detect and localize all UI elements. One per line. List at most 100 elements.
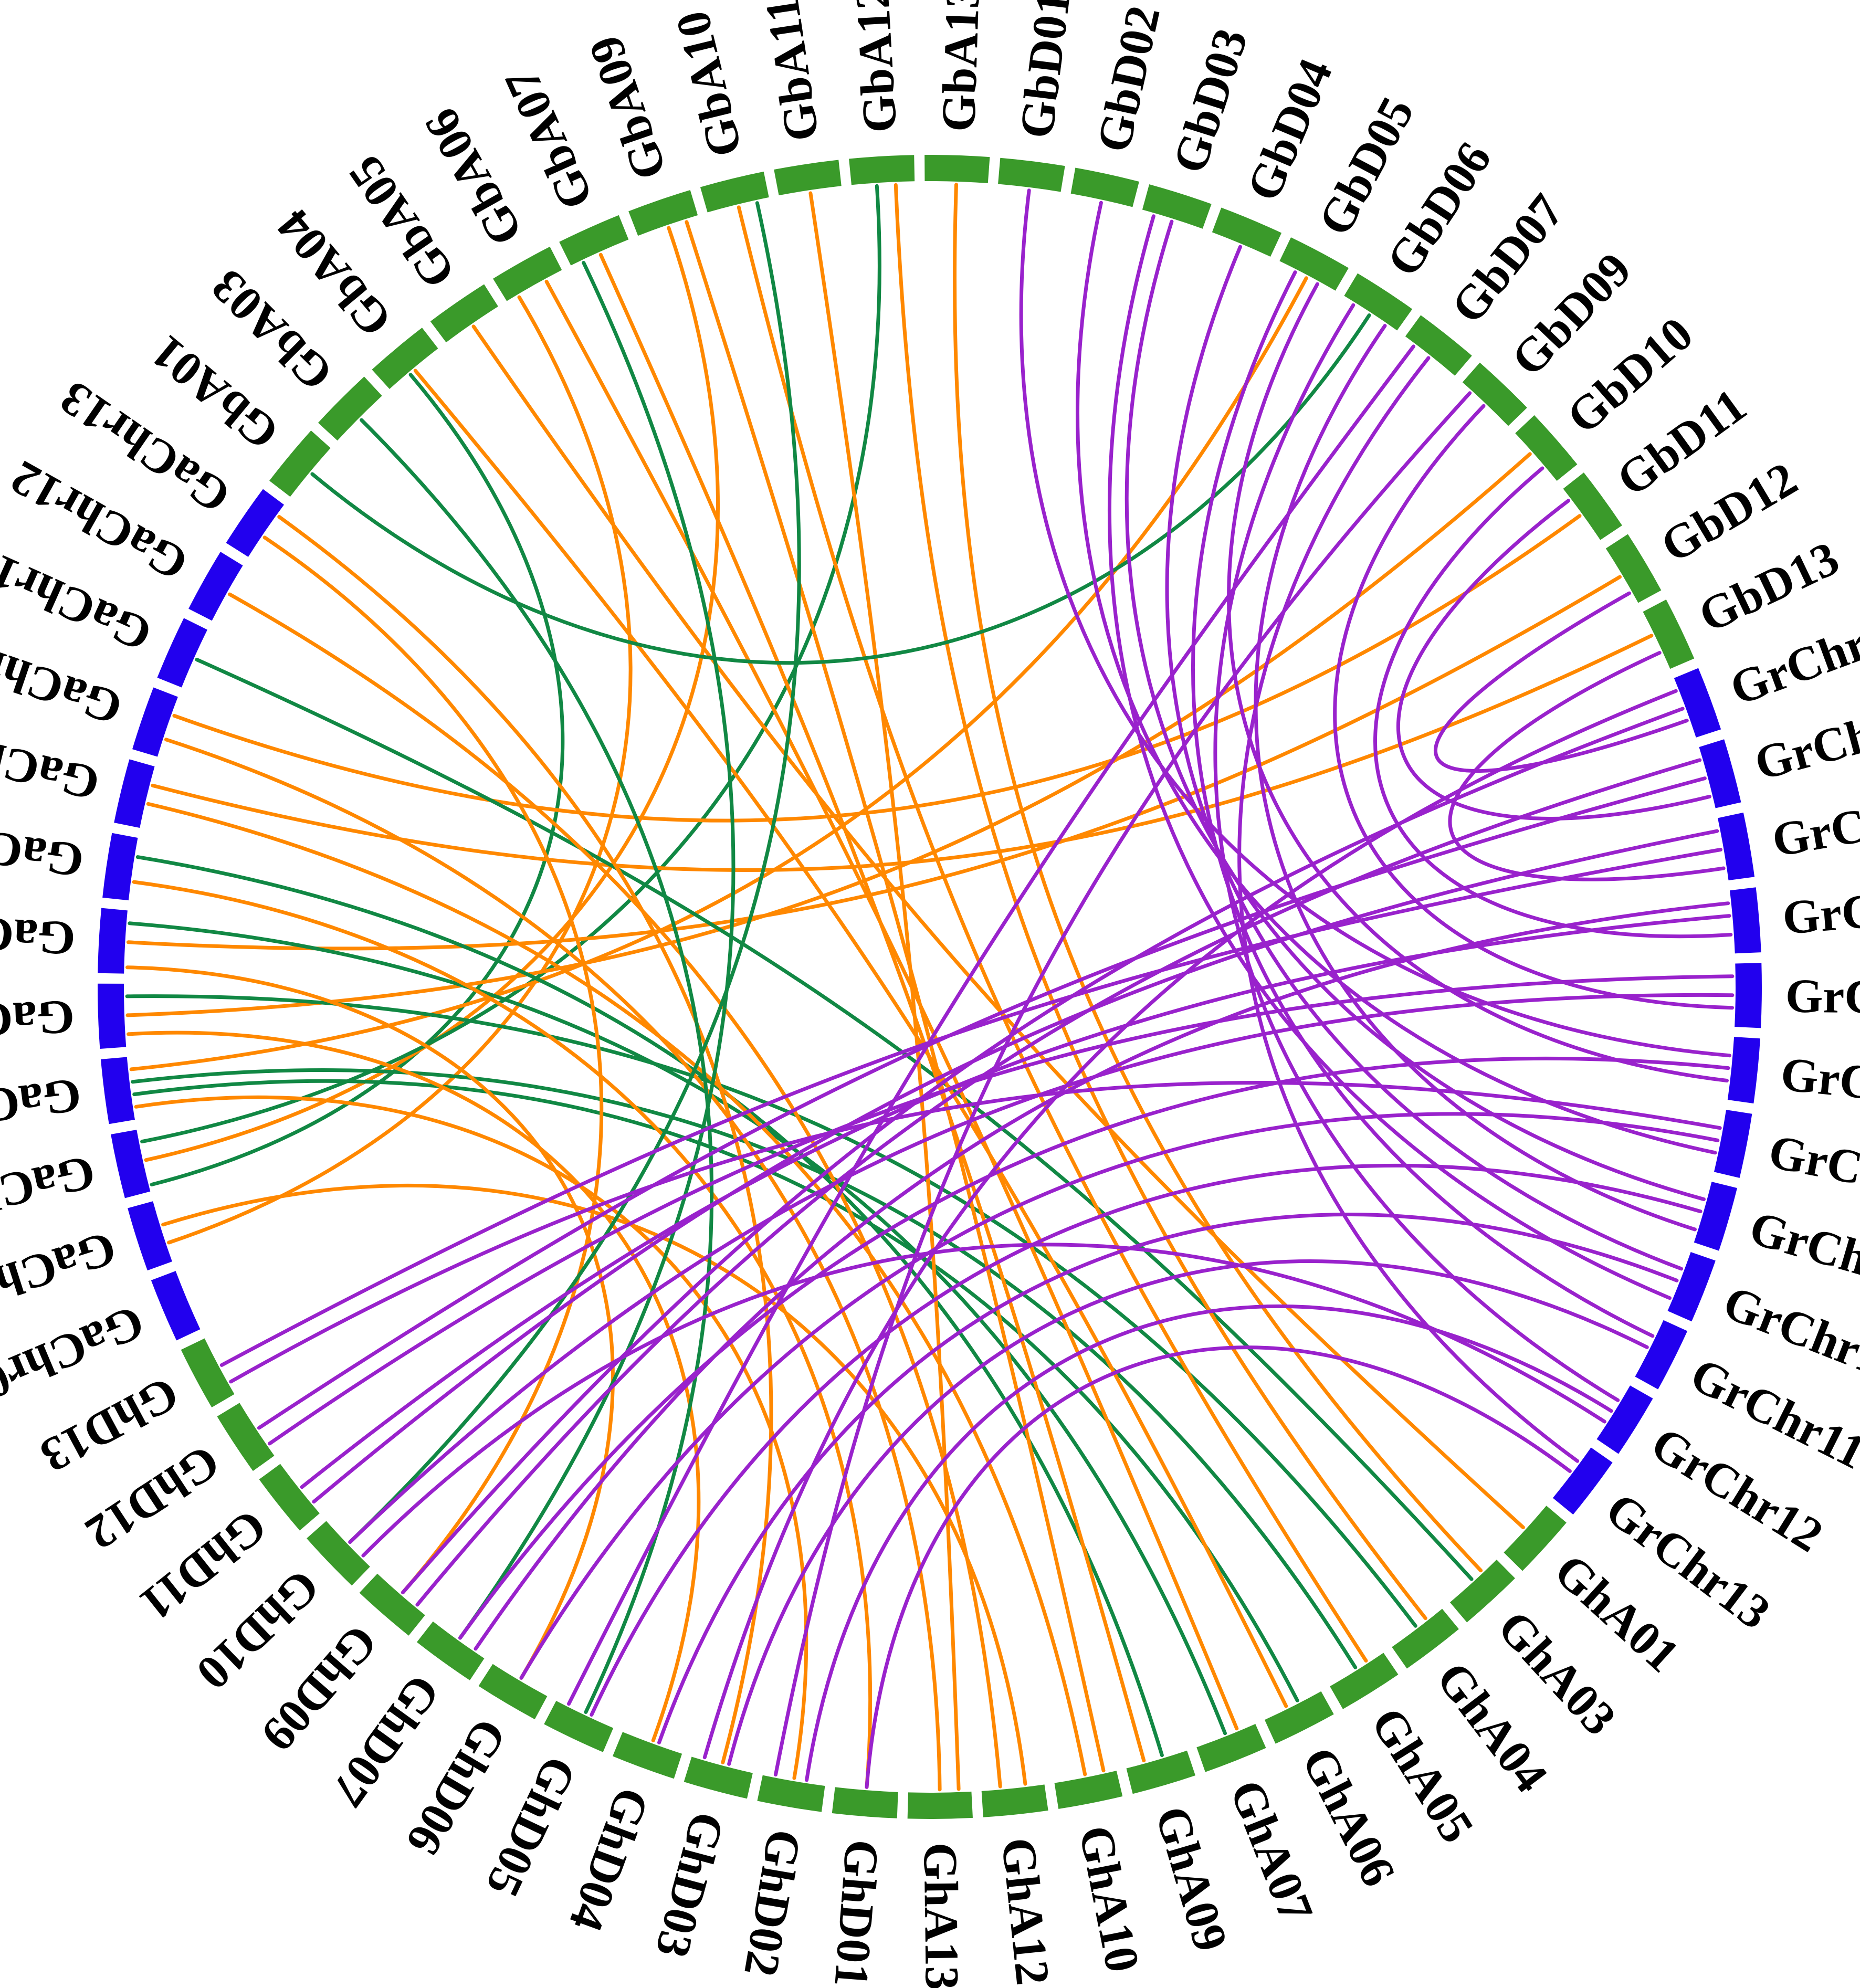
chromosome-segment-GrChr03 (1717, 812, 1755, 881)
chromosome-segment-GrChr09 (1694, 1181, 1737, 1251)
link-GbA10-GhD10 (348, 201, 801, 1544)
chromosome-segment-GaChr05 (97, 983, 127, 1049)
chromosome-segment-GaChr06 (98, 908, 128, 974)
link-GbA07-GhD07 (458, 261, 735, 1640)
chromosome-segment-GbA10 (700, 171, 769, 213)
chromosome-segment-GbA05 (430, 284, 499, 343)
link-GbA12-GhA04 (894, 183, 1427, 1621)
chromosome-segment-GbA13 (924, 154, 990, 184)
chromosome-label-GbA12: GbA12 (845, 0, 907, 134)
chromosome-label-GrChr06: GrChr06 (1785, 969, 1860, 1025)
link-GbD03-GrChr09 (1125, 219, 1706, 1201)
link-GaChr05-GhA04 (125, 994, 1417, 1628)
chromosome-segment-GbA01 (269, 430, 331, 497)
link-GbD05-GrChr07 (1227, 282, 1729, 1082)
chromosome-segment-GhD06 (478, 1664, 548, 1720)
chromosome-label-GaChr05: GaChr05 (0, 991, 76, 1051)
link-GhD09-GrChr02 (415, 758, 1702, 1607)
chromosome-label-GhD01: GhD01 (824, 1838, 889, 1988)
chromosome-segment-GaChr12 (188, 552, 243, 621)
links-layer (125, 183, 1735, 1792)
chromosome-segment-GrChr11 (1635, 1320, 1688, 1390)
link-GbD06-GrChr09 (1254, 324, 1697, 1232)
link-GaChr03-GbA12 (140, 184, 881, 1144)
chromosome-segment-GaChr02 (128, 1201, 172, 1271)
link-GhD01-GrChr13 (865, 1345, 1572, 1789)
link-GhD05-GbD07 (567, 344, 1415, 1706)
chromosome-segment-GbD05 (1279, 237, 1349, 291)
chromosome-segment-GhD07 (416, 1621, 485, 1680)
chromosome-segment-GhA06 (1264, 1691, 1334, 1744)
chromosome-segment-GrChr13 (1552, 1447, 1613, 1515)
chromosome-segment-GbD02 (1070, 167, 1139, 207)
link-GhD07-GrChr07 (458, 1056, 1730, 1640)
chromosome-segment-GhD12 (217, 1403, 275, 1471)
chromosome-segment-GaChr09 (114, 759, 155, 828)
link-GaChr10-GbD11 (172, 514, 1582, 823)
chromosome-segment-GbA11 (774, 160, 842, 196)
link-GbA07-GhA09 (598, 253, 1146, 1763)
chromosome-segment-GhD09 (359, 1573, 425, 1636)
chromosome-segment-GhA10 (1054, 1771, 1123, 1809)
link-GaChr11-GhA03 (195, 658, 1474, 1581)
chromosome-segment-GbD06 (1344, 273, 1413, 331)
chromosome-segment-GrChr05 (1729, 887, 1761, 954)
chromosome-segment-GbA03 (318, 376, 382, 441)
link-GhD12-GrChr02 (257, 776, 1707, 1430)
chromosome-segment-GrChr07 (1727, 1037, 1760, 1104)
chromosome-segment-GaChr11 (157, 618, 208, 688)
link-GaChr04-GbD05 (129, 276, 1308, 1071)
chromosome-segment-GhD13 (181, 1338, 235, 1408)
chromosome-segment-GhD03 (684, 1756, 753, 1799)
chromosome-segment-GbD12 (1605, 534, 1662, 603)
link-GaChr09-GhA10 (146, 802, 1087, 1776)
link-GaChr12-GhA12 (227, 592, 1002, 1789)
link-GbA06-GhA07 (544, 280, 1239, 1731)
chromosome-segment-GbD01 (997, 157, 1065, 192)
link-GhD10-GrChr12 (361, 1243, 1606, 1558)
link-GaChr06-GhD06 (125, 965, 615, 1680)
link-GbD07-GrChr13 (1237, 356, 1580, 1463)
chromosome-segment-GhD02 (757, 1775, 825, 1812)
chromosome-segment-GhA09 (1126, 1750, 1195, 1794)
chromosome-segment-GaChr01 (151, 1271, 201, 1341)
chromosome-segment-GhD10 (307, 1521, 370, 1586)
chromosome-segment-GhD04 (612, 1732, 682, 1779)
chromosome-segment-GhA07 (1196, 1723, 1266, 1772)
chromosome-segment-GbA07 (559, 215, 629, 266)
chromosome-segment-GrChr01 (1674, 668, 1721, 738)
chromosome-segment-GaChr10 (132, 687, 178, 757)
link-GbD11-GrChr02 (1396, 499, 1711, 821)
chromosome-segment-GbA09 (628, 190, 698, 236)
link-GbD06-GrChr12 (1213, 303, 1620, 1402)
link-GbA04-GhA06 (413, 369, 1288, 1708)
chromosome-label-GbA13: GbA13 (931, 0, 990, 133)
link-GbD03-GrChr10 (1108, 214, 1672, 1300)
chromosome-segment-GrChr08 (1714, 1109, 1752, 1178)
chromosome-segment-GrChr06 (1735, 963, 1762, 1028)
chromosome-segment-GrChr10 (1667, 1251, 1716, 1322)
link-GbD01-GrChr07 (1019, 188, 1731, 1058)
link-GbD12-GrChr01 (1434, 591, 1689, 773)
chromosome-segment-GhD05 (544, 1700, 614, 1752)
link-GbA03-GhD05 (360, 418, 714, 1714)
link-GbD02-GrChr08 (1076, 201, 1717, 1155)
link-GaChr07-GhA09 (135, 855, 1164, 1758)
link-GhD07-GrChr05 (474, 901, 1730, 1651)
chromosome-segment-GaChr04 (100, 1057, 135, 1124)
link-GhD13-GrChr08 (229, 1080, 1722, 1384)
chromosome-segment-GbD07 (1405, 315, 1472, 376)
chromosome-segment-GbD03 (1142, 184, 1212, 229)
chromosome-segment-GrChr02 (1699, 739, 1741, 808)
link-GaChr03-GbA04 (150, 373, 565, 1186)
chromosome-segment-GaChr03 (111, 1129, 151, 1198)
link-GaChr02-GhA12 (161, 1183, 1027, 1786)
chromosome-segment-GbD11 (1563, 472, 1622, 540)
link-GhD12-GrChr06 (268, 974, 1735, 1446)
chromosome-segment-GbA04 (372, 328, 438, 390)
link-GhD03-GrChr01 (702, 689, 1678, 1760)
chromosome-segment-GhD11 (259, 1464, 320, 1531)
chromosome-label-GhA13: GhA13 (913, 1842, 969, 1988)
link-GbD09-GrChr06 (1333, 404, 1734, 1010)
